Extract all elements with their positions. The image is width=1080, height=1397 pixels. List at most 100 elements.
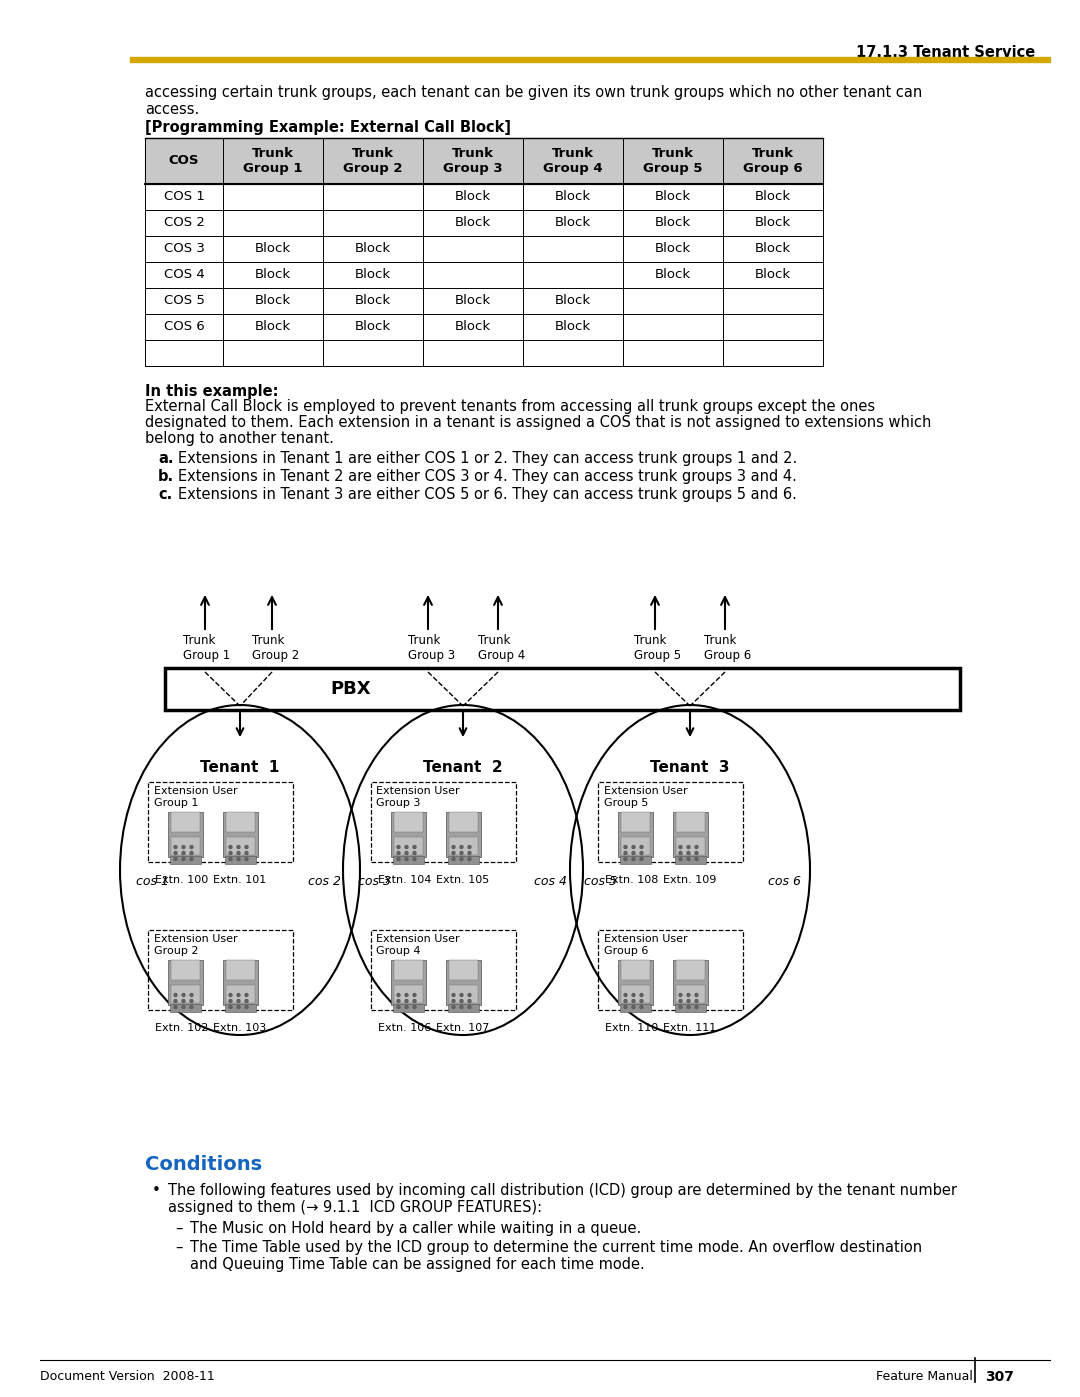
- Circle shape: [245, 845, 248, 848]
- Circle shape: [405, 999, 408, 1003]
- Text: Block: Block: [654, 190, 691, 204]
- Text: Trunk
Group 2: Trunk Group 2: [343, 147, 403, 175]
- Text: Extension User: Extension User: [377, 935, 460, 944]
- Bar: [171, 985, 200, 1003]
- Circle shape: [229, 993, 232, 996]
- Text: Extn. 107: Extn. 107: [436, 1023, 489, 1032]
- Bar: [621, 812, 649, 833]
- Text: The Music on Hold heard by a caller while waiting in a queue.: The Music on Hold heard by a caller whil…: [190, 1221, 642, 1236]
- Bar: [621, 985, 649, 1003]
- Text: Block: Block: [755, 190, 791, 204]
- Text: cos 6: cos 6: [769, 875, 801, 888]
- Text: The Time Table used by the ICD group to determine the current time mode. An over: The Time Table used by the ICD group to …: [190, 1241, 922, 1255]
- Text: Block: Block: [555, 217, 591, 229]
- Text: Group 4: Group 4: [377, 946, 421, 956]
- Text: Trunk
Group 2: Trunk Group 2: [252, 634, 299, 662]
- Text: Extension User: Extension User: [153, 935, 238, 944]
- Text: Block: Block: [755, 243, 791, 256]
- Circle shape: [453, 858, 455, 861]
- Circle shape: [632, 1006, 635, 1009]
- Circle shape: [229, 845, 232, 848]
- Text: Feature Manual: Feature Manual: [876, 1370, 973, 1383]
- Text: Extn. 106: Extn. 106: [378, 1023, 431, 1032]
- Text: •: •: [152, 1183, 161, 1199]
- Circle shape: [413, 845, 416, 848]
- Text: COS 1: COS 1: [163, 190, 204, 204]
- Circle shape: [640, 858, 643, 861]
- Bar: [171, 960, 200, 981]
- Bar: [391, 812, 426, 856]
- Text: 307: 307: [985, 1370, 1014, 1384]
- Circle shape: [183, 852, 185, 855]
- Circle shape: [229, 858, 232, 861]
- Text: Trunk
Group 1: Trunk Group 1: [183, 634, 230, 662]
- Text: Block: Block: [255, 243, 292, 256]
- Bar: [170, 1004, 201, 1011]
- Bar: [447, 856, 478, 863]
- Circle shape: [174, 1006, 177, 1009]
- Circle shape: [237, 845, 240, 848]
- Bar: [620, 1004, 650, 1011]
- Text: Trunk
Group 3: Trunk Group 3: [443, 147, 503, 175]
- Text: Extn. 104: Extn. 104: [378, 875, 431, 886]
- Text: Block: Block: [455, 190, 491, 204]
- Text: Block: Block: [555, 320, 591, 334]
- Circle shape: [397, 993, 400, 996]
- Circle shape: [679, 845, 681, 848]
- Text: cos 4: cos 4: [534, 875, 567, 888]
- Bar: [226, 960, 255, 981]
- Text: Tenant  1: Tenant 1: [200, 760, 280, 775]
- Circle shape: [696, 999, 698, 1003]
- Circle shape: [237, 999, 240, 1003]
- Circle shape: [460, 999, 463, 1003]
- Circle shape: [405, 993, 408, 996]
- Text: Tenant  3: Tenant 3: [650, 760, 730, 775]
- Circle shape: [468, 845, 471, 848]
- Circle shape: [640, 1006, 643, 1009]
- Text: Trunk
Group 6: Trunk Group 6: [743, 147, 802, 175]
- Circle shape: [174, 845, 177, 848]
- Text: Block: Block: [455, 320, 491, 334]
- Text: Conditions: Conditions: [145, 1155, 262, 1173]
- Circle shape: [229, 852, 232, 855]
- Bar: [621, 837, 649, 855]
- Bar: [620, 856, 650, 863]
- Circle shape: [460, 852, 463, 855]
- Text: COS 4: COS 4: [164, 268, 204, 282]
- Circle shape: [397, 1006, 400, 1009]
- Text: Extension User: Extension User: [153, 787, 238, 796]
- Circle shape: [640, 845, 643, 848]
- Text: Extn. 103: Extn. 103: [213, 1023, 267, 1032]
- Circle shape: [624, 852, 627, 855]
- Circle shape: [190, 1006, 193, 1009]
- Bar: [448, 960, 477, 981]
- Circle shape: [453, 1006, 455, 1009]
- Text: The following features used by incoming call distribution (ICD) group are determ: The following features used by incoming …: [168, 1183, 957, 1199]
- Bar: [446, 812, 481, 856]
- Bar: [391, 960, 426, 1004]
- Circle shape: [237, 858, 240, 861]
- Text: Extension User: Extension User: [604, 787, 687, 796]
- Text: Trunk
Group 5: Trunk Group 5: [634, 634, 681, 662]
- Text: Block: Block: [555, 190, 591, 204]
- Text: Extn. 101: Extn. 101: [213, 875, 267, 886]
- Bar: [675, 856, 705, 863]
- Circle shape: [405, 1006, 408, 1009]
- Bar: [447, 1004, 478, 1011]
- Text: Tenant  2: Tenant 2: [423, 760, 503, 775]
- Circle shape: [397, 999, 400, 1003]
- Circle shape: [696, 993, 698, 996]
- Circle shape: [245, 1006, 248, 1009]
- Circle shape: [413, 858, 416, 861]
- Text: PBX: PBX: [330, 680, 370, 698]
- Circle shape: [174, 852, 177, 855]
- Circle shape: [679, 1006, 681, 1009]
- Circle shape: [632, 845, 635, 848]
- Text: Extn. 105: Extn. 105: [436, 875, 489, 886]
- Circle shape: [174, 993, 177, 996]
- Text: COS 3: COS 3: [163, 243, 204, 256]
- Bar: [170, 856, 201, 863]
- Circle shape: [229, 999, 232, 1003]
- Circle shape: [405, 852, 408, 855]
- Bar: [621, 960, 649, 981]
